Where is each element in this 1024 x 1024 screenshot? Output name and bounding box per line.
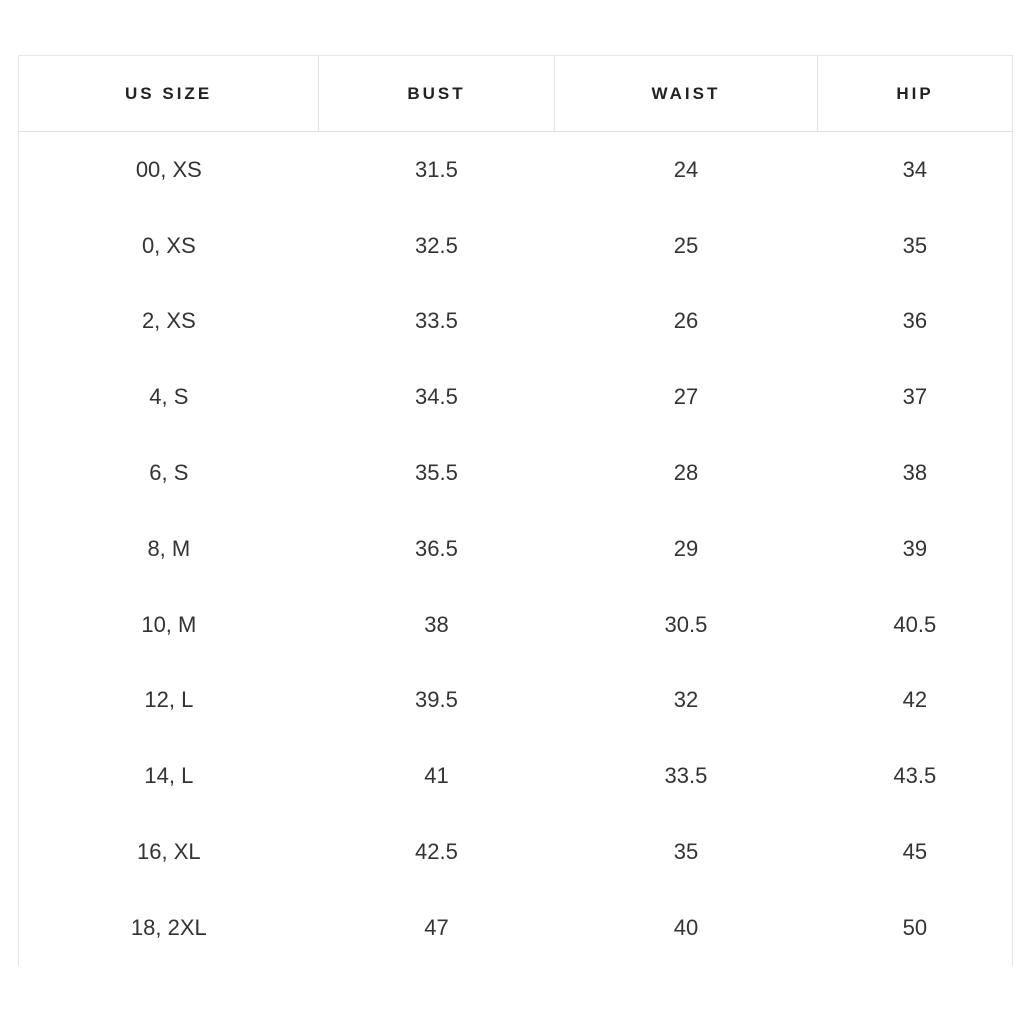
cell-bust: 42.5 bbox=[415, 839, 458, 865]
table-body: 00, XS 31.5 24 34 0, XS 32.5 25 35 2, XS 33.5 26 36… bbox=[19, 132, 1013, 966]
cell-bust: 39.5 bbox=[415, 687, 458, 713]
cell-waist: 28 bbox=[673, 460, 699, 486]
table-row: 2, XS 33.5 26 36 bbox=[19, 284, 1013, 360]
table-row: 10, M 38 30.5 40.5 bbox=[19, 587, 1013, 663]
cell-bust: 38 bbox=[424, 611, 449, 637]
cell-bust: 31.5 bbox=[415, 156, 458, 182]
cell-bust: 33.5 bbox=[415, 308, 458, 334]
column-header-us-size: US SIZE bbox=[18, 55, 320, 132]
column-header-waist: WAIST bbox=[554, 55, 819, 132]
cell-waist: 29 bbox=[673, 535, 699, 561]
cell-bust: 34.5 bbox=[415, 384, 458, 410]
table-row: 12, L 39.5 32 42 bbox=[19, 663, 1013, 739]
cell-us-size: 6, S bbox=[149, 460, 189, 486]
table-row: 8, M 36.5 29 39 bbox=[19, 511, 1013, 587]
cell-us-size: 14, L bbox=[144, 763, 194, 789]
cell-us-size: 4, S bbox=[149, 384, 189, 410]
cell-waist: 26 bbox=[673, 308, 699, 334]
cell-hip: 35 bbox=[902, 232, 928, 258]
cell-bust: 32.5 bbox=[415, 232, 458, 258]
table-row: 16, XL 42.5 35 45 bbox=[19, 814, 1013, 890]
size-chart-table: US SIZE BUST WAIST HIP 00, XS 31.5 24 34 0, XS 3… bbox=[18, 55, 1013, 966]
cell-hip: 43.5 bbox=[893, 763, 937, 789]
cell-waist: 24 bbox=[673, 156, 699, 182]
cell-waist: 25 bbox=[673, 232, 699, 258]
cell-hip: 50 bbox=[902, 914, 928, 940]
cell-hip: 42 bbox=[902, 687, 928, 713]
cell-hip: 39 bbox=[902, 535, 928, 561]
table-header-row: US SIZE BUST WAIST HIP bbox=[18, 55, 1013, 132]
cell-us-size: 0, XS bbox=[141, 232, 196, 258]
cell-hip: 45 bbox=[902, 839, 928, 865]
cell-us-size: 2, XS bbox=[141, 308, 196, 334]
table-row: 0, XS 32.5 25 35 bbox=[19, 208, 1013, 284]
cell-us-size: 00, XS bbox=[135, 156, 202, 182]
cell-hip: 37 bbox=[902, 384, 928, 410]
table-row: 00, XS 31.5 24 34 bbox=[19, 132, 1013, 208]
cell-waist: 30.5 bbox=[664, 611, 708, 637]
table-header: US SIZE BUST WAIST HIP bbox=[18, 55, 1013, 132]
cell-us-size: 12, L bbox=[144, 687, 194, 713]
cell-bust: 36.5 bbox=[415, 535, 458, 561]
table-row: 14, L 41 33.5 43.5 bbox=[19, 738, 1013, 814]
column-header-bust: BUST bbox=[318, 55, 555, 132]
cell-hip: 38 bbox=[902, 460, 928, 486]
cell-us-size: 10, M bbox=[141, 611, 197, 637]
cell-waist: 32 bbox=[673, 687, 699, 713]
cell-waist: 27 bbox=[673, 384, 699, 410]
cell-bust: 41 bbox=[424, 763, 449, 789]
cell-hip: 34 bbox=[902, 156, 928, 182]
column-header-hip: HIP bbox=[817, 55, 1013, 132]
cell-waist: 33.5 bbox=[664, 763, 708, 789]
cell-waist: 40 bbox=[673, 914, 699, 940]
cell-us-size: 16, XL bbox=[137, 839, 201, 865]
cell-hip: 40.5 bbox=[893, 611, 937, 637]
cell-bust: 35.5 bbox=[415, 460, 458, 486]
cell-waist: 35 bbox=[673, 839, 699, 865]
table-row: 18, 2XL 47 40 50 bbox=[19, 890, 1013, 966]
table-row: 6, S 35.5 28 38 bbox=[19, 435, 1013, 511]
cell-hip: 36 bbox=[902, 308, 928, 334]
cell-us-size: 8, M bbox=[147, 535, 191, 561]
cell-bust: 47 bbox=[424, 914, 449, 940]
cell-us-size: 18, 2XL bbox=[130, 914, 207, 940]
table-row: 4, S 34.5 27 37 bbox=[19, 359, 1013, 435]
